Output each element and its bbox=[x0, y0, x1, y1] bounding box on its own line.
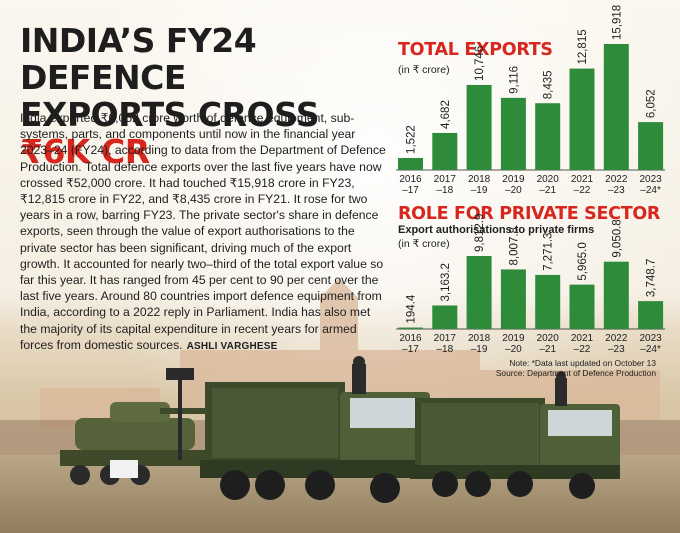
chart-1-bar bbox=[432, 132, 458, 170]
chart-1-value-label: 12,815 bbox=[577, 29, 589, 64]
chart-1-category-label: 2018 bbox=[468, 174, 491, 185]
chart-2-category-label: –22 bbox=[574, 344, 591, 355]
article-body: India exported ₹6,052 crore worth of def… bbox=[20, 110, 390, 355]
chart-2-bar bbox=[569, 284, 595, 329]
tank-trailer bbox=[60, 402, 220, 485]
parade-photo bbox=[0, 278, 680, 533]
headline-line-1: INDIA’S FY24 DEFENCE bbox=[20, 21, 257, 97]
chart-1-category-label: 2020 bbox=[537, 174, 560, 185]
headline: INDIA’S FY24 DEFENCE EXPORTS CROSS ₹6K C… bbox=[20, 22, 390, 170]
chart-2-category-label: –21 bbox=[539, 344, 556, 355]
article-text: India exported ₹6,052 crore worth of def… bbox=[20, 111, 386, 352]
chart-2-value-label: 3,163.2 bbox=[440, 263, 452, 301]
chart-1-value-label: 15,918 bbox=[611, 5, 623, 40]
chart-1-category-label: –19 bbox=[471, 185, 488, 196]
chart-2-category-label: –23 bbox=[608, 344, 625, 355]
chart-notes: Note: *Data last updated on October 13 S… bbox=[496, 358, 656, 378]
chart-2-value-label: 3,748.7 bbox=[646, 259, 658, 297]
chart-1-category-label: –23 bbox=[608, 185, 625, 196]
chart-1-category-label: –22 bbox=[574, 185, 591, 196]
chart-1-value-label: 8,435 bbox=[543, 70, 555, 99]
headline-line-2: EXPORTS CROSS bbox=[20, 95, 320, 134]
chart-1-bar bbox=[535, 103, 561, 170]
chart-2-category-label: 2023 bbox=[639, 333, 662, 344]
chart-2-category-label: –19 bbox=[471, 344, 488, 355]
chart-2-category-label: 2016 bbox=[399, 333, 422, 344]
chart-1-bar bbox=[603, 44, 629, 170]
chart-2-category-label: –20 bbox=[505, 344, 522, 355]
chart-2-bar bbox=[603, 261, 629, 329]
chart-1-category-label: 2019 bbox=[502, 174, 525, 185]
chart-1-bar bbox=[569, 68, 595, 170]
chart-1-value-label: 10,746 bbox=[474, 46, 486, 81]
chart-2-bar bbox=[638, 301, 664, 329]
source-text: Source: Department of Defence Production bbox=[495, 368, 656, 378]
chart-2-category-label: 2019 bbox=[502, 333, 525, 344]
chart-2-category-label: 2017 bbox=[434, 333, 457, 344]
chart-1-category-label: 2016 bbox=[399, 174, 422, 185]
chart-1-category-label: –20 bbox=[505, 185, 522, 196]
chart-2-category-label: 2021 bbox=[571, 333, 594, 344]
chart-2-category-label: –17 bbox=[402, 344, 419, 355]
chart-1-bar bbox=[398, 157, 423, 170]
chart-2-value-label: 5,965.0 bbox=[577, 242, 589, 280]
chart-2-category-label: 2020 bbox=[537, 333, 560, 344]
chart-1-category-label: –24* bbox=[640, 185, 661, 196]
chart-2-value-label: 7,271.3 bbox=[543, 233, 555, 271]
note-text: Note: *Data last updated on October 13 bbox=[509, 358, 656, 368]
chart-1-bar bbox=[638, 122, 664, 170]
chart-1-unit: (in ₹ crore) bbox=[398, 64, 450, 76]
chart-1-value-label: 4,682 bbox=[440, 100, 452, 129]
chart-1-category-label: 2022 bbox=[605, 174, 628, 185]
army-truck-2 bbox=[410, 371, 620, 499]
chart-1-category-label: 2021 bbox=[571, 174, 594, 185]
chart-1-category-label: –17 bbox=[402, 185, 419, 196]
chart-1-value-label: 6,052 bbox=[646, 89, 658, 118]
chart-2-bar bbox=[398, 327, 423, 329]
chart-2-bar bbox=[466, 256, 492, 329]
chart-1-title: TOTAL EXPORTS bbox=[398, 40, 553, 60]
chart-2-bar bbox=[500, 269, 526, 329]
chart-2-bar bbox=[535, 274, 561, 329]
chart-1-category-label: 2017 bbox=[434, 174, 457, 185]
chart-2-category-label: 2018 bbox=[468, 333, 491, 344]
chart-1-bar bbox=[466, 84, 492, 170]
chart-2-unit: (in ₹ crore) bbox=[398, 238, 450, 250]
chart-1-category-label: –21 bbox=[539, 185, 556, 196]
chart-2-title: ROLE FOR PRIVATE SECTOR bbox=[398, 204, 661, 224]
chart-2-value-label: 9,812.9 bbox=[474, 214, 486, 252]
chart-1-category-label: –18 bbox=[436, 185, 453, 196]
chart-2-bar bbox=[432, 305, 458, 329]
chart-2-value-label: 9,050.8 bbox=[611, 219, 623, 257]
chart-2-value-label: 194.4 bbox=[406, 294, 418, 323]
headline-highlight: ₹6K CR bbox=[20, 132, 150, 171]
chart-2-category-label: 2022 bbox=[605, 333, 628, 344]
chart-1-bar bbox=[500, 97, 526, 170]
chart-2-value-label: 8,007.8 bbox=[508, 227, 520, 265]
chart-2-category-label: –18 bbox=[436, 344, 453, 355]
lamp-post bbox=[166, 368, 194, 460]
chart-2-subtitle: Export authorisations to private firms bbox=[398, 224, 595, 236]
chart-1-category-label: 2023 bbox=[639, 174, 662, 185]
chart-1-value-label: 1,522 bbox=[406, 125, 418, 154]
chart-2-category-label: –24* bbox=[640, 344, 661, 355]
army-truck-1 bbox=[200, 356, 430, 503]
byline: ASHLI VARGHESE bbox=[186, 340, 278, 352]
chart-1-value-label: 9,116 bbox=[508, 66, 520, 94]
